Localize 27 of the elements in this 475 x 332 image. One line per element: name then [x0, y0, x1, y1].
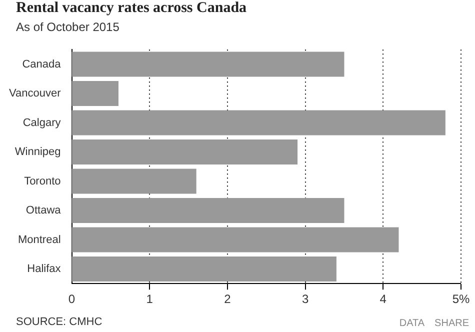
- bar: [72, 52, 344, 77]
- y-tick-label: Canada: [22, 58, 62, 70]
- bar: [72, 110, 446, 136]
- bar: [72, 198, 344, 223]
- bar: [72, 168, 196, 194]
- bar: [72, 139, 298, 164]
- chart-subtitle: As of October 2015: [16, 20, 120, 34]
- y-tick-label: Halifax: [27, 263, 62, 276]
- x-tick-label: 4: [380, 292, 387, 306]
- y-tick-label: Winnipeg: [14, 146, 61, 158]
- x-tick-label: 1: [146, 292, 154, 306]
- x-tick-label: 5%: [452, 292, 470, 306]
- y-tick-label: Toronto: [24, 175, 61, 188]
- bar: [72, 256, 336, 282]
- y-tick-label: Montreal: [18, 234, 61, 246]
- bar: [72, 80, 118, 106]
- y-tick-label: Calgary: [22, 116, 62, 129]
- y-tick-label: Vancouver: [8, 88, 62, 100]
- x-tick-label: 3: [302, 292, 309, 306]
- source-note: SOURCE: CMHC: [16, 316, 102, 328]
- text: DATA: [399, 318, 425, 329]
- y-tick-label: Ottawa: [26, 204, 62, 217]
- chart-title: Rental vacancy rates across Canada: [16, 0, 247, 17]
- x-tick-label: 2: [224, 292, 232, 306]
- bar: [72, 227, 399, 252]
- text: SHARE: [434, 318, 469, 329]
- x-tick-label: 0: [68, 292, 76, 306]
